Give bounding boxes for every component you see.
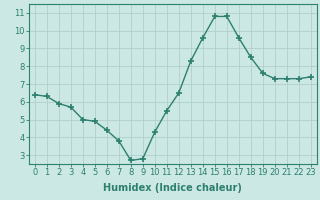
X-axis label: Humidex (Indice chaleur): Humidex (Indice chaleur) xyxy=(103,183,242,193)
